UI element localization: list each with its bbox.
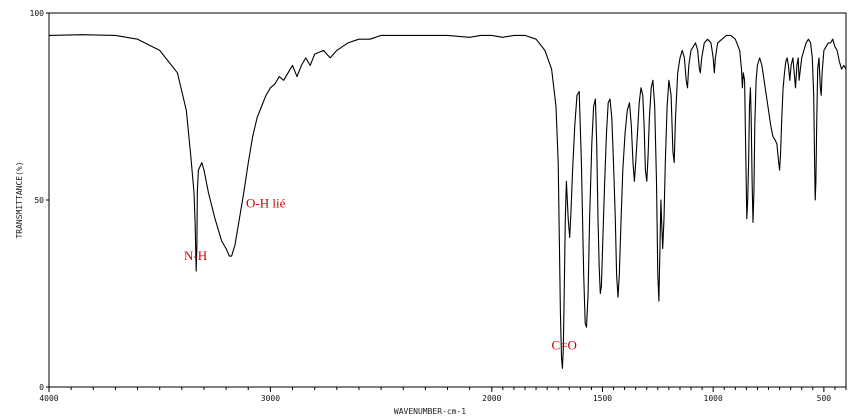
x-axis: 4000 3000 2000 1500 1000 500 (39, 387, 847, 403)
y-axis: 0 50 100 (30, 9, 49, 392)
plot-frame (48, 12, 847, 388)
peak-annotation: C=O (552, 338, 577, 353)
x-tick-label: 4000 (39, 394, 58, 403)
x-tick-label: 2000 (482, 394, 501, 403)
peak-annotation: N-H (184, 248, 207, 263)
x-tick-label: 3000 (261, 394, 280, 403)
x-tick-label: 500 (817, 394, 832, 403)
y-tick-label: 100 (30, 9, 45, 18)
annotations: N-H O-H lié C=O (184, 195, 577, 352)
y-tick-label: 0 (39, 383, 44, 392)
y-tick-label: 50 (34, 196, 44, 205)
x-tick-label: 1000 (704, 394, 723, 403)
x-axis-title: WAVENUMBER-cm-1 (394, 407, 466, 416)
peak-annotation: O-H lié (246, 195, 286, 210)
x-tick-label: 1500 (593, 394, 612, 403)
spectrum-line (48, 34, 847, 369)
y-axis-title: TRANSMITTANCE(%) (15, 161, 24, 238)
